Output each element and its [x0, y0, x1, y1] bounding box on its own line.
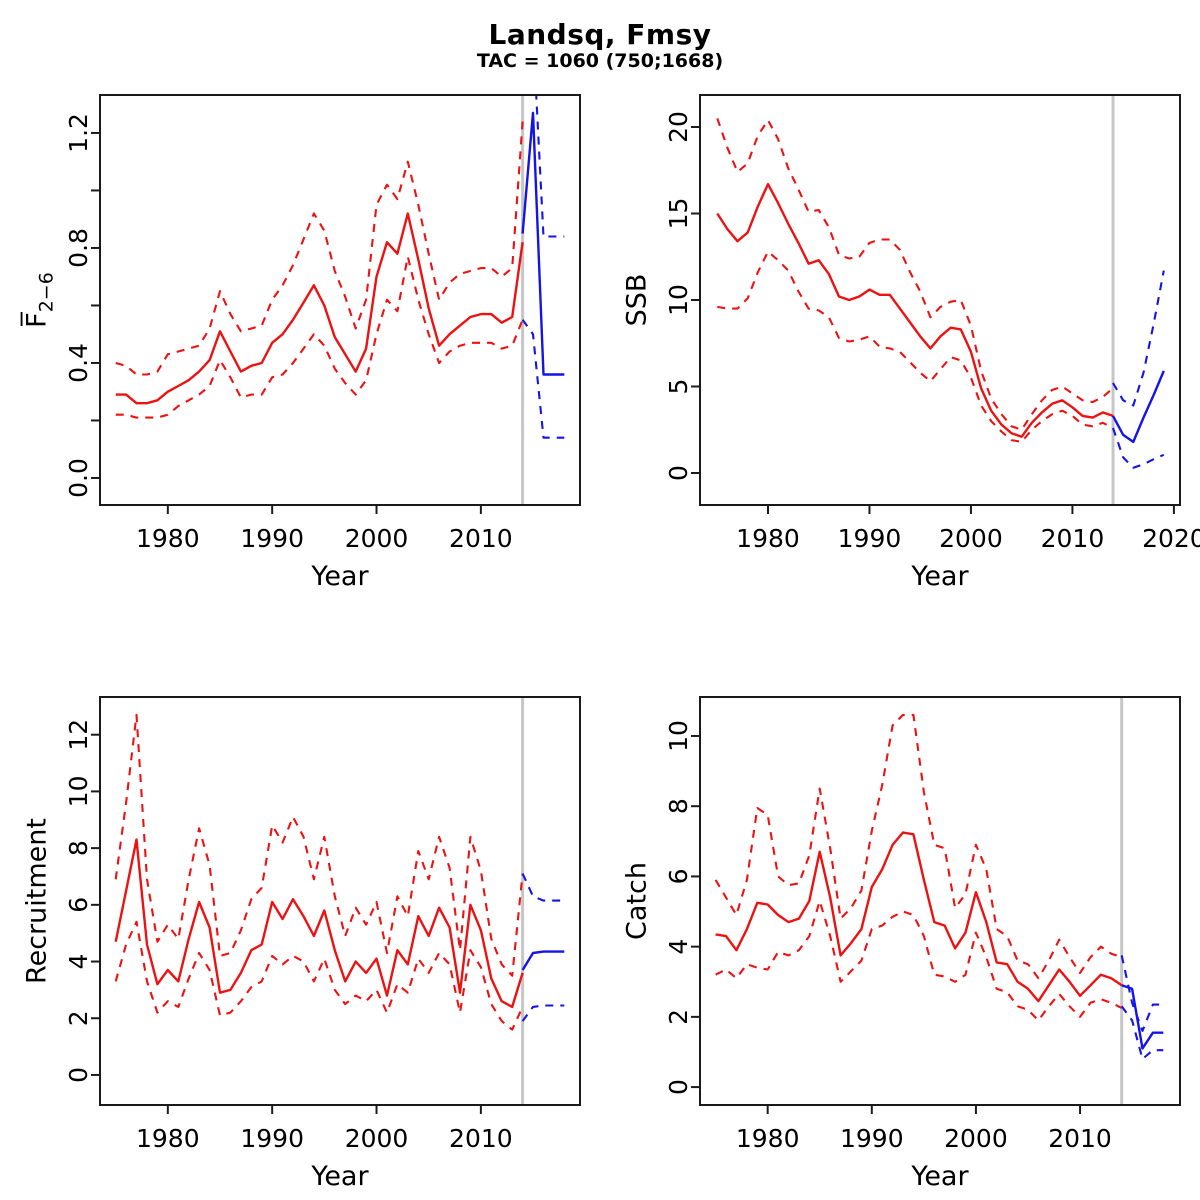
catch-ci-lower-historical [715, 899, 1123, 1022]
catch-x-axis-title: Year [910, 1161, 969, 1192]
ssb-ci-upper-historical [716, 118, 1114, 431]
recruitment-y-tick-label: 6 [64, 897, 93, 913]
recruitment-ci-upper-projection [521, 873, 565, 902]
catch-x-tick-label: 1980 [736, 1124, 800, 1153]
fbar-plot-box [99, 94, 581, 506]
fbar-x-tick-label: 2010 [449, 524, 513, 553]
recruitment-median-projection [521, 950, 565, 971]
catch-y-tick-label: 0 [664, 1079, 693, 1095]
recruitment-y-axis-title: Recruitment [22, 818, 53, 984]
ssb-y-tick-label: 5 [664, 379, 693, 395]
catch-x-tick-label: 2000 [944, 1124, 1008, 1153]
recruitment-y-tick-label: 8 [64, 840, 93, 856]
panel-recruitment: 1980 1990 2000 2010 0 2 4 6 8 10 12 Year Recruitment [22, 696, 581, 1192]
recruitment-x-axis-title: Year [310, 1161, 369, 1192]
fbar-median-historical [115, 212, 524, 405]
catch-ci-upper-historical [714, 713, 1123, 980]
figure-title: Landsq, Fmsy [488, 18, 712, 51]
recruitment-x-tick-label: 2010 [449, 1124, 513, 1153]
ssb-y-tick-label: 15 [664, 198, 693, 230]
recruitment-y-tick-label: 12 [64, 719, 93, 751]
fbar-y-tick-label: 0.4 [64, 343, 93, 383]
recruitment-y-tick-label: 0 [64, 1067, 93, 1083]
ssb-ci-lower-historical [717, 250, 1114, 443]
fbar-y-tick-label: 0.8 [64, 228, 93, 268]
catch-y-tick-label: 2 [664, 1009, 693, 1025]
figure-subtitle: TAC = 1060 (750;1668) [476, 50, 724, 72]
ssb-x-tick-label: 1980 [736, 524, 800, 553]
recruitment-y-tick-label: 2 [64, 1010, 93, 1026]
recruitment-x-tick-label: 2000 [345, 1124, 409, 1153]
catch-plot-box [699, 696, 1181, 1106]
ssb-y-tick-label: 20 [664, 111, 693, 143]
recruitment-x-tick-label: 1990 [240, 1124, 304, 1153]
catch-x-tick-label: 2010 [1048, 1124, 1112, 1153]
fbar-ci-upper-projection [535, 95, 565, 238]
panel-ssb: 1980 1990 2000 2010 2020 0 5 10 15 20 Year SSB [622, 94, 1200, 592]
ssb-ci-upper-projection [1112, 270, 1165, 407]
catch-y-tick-label: 4 [664, 939, 693, 955]
ssb-x-tick-label: 2000 [939, 524, 1003, 553]
catch-y-tick-label: 10 [664, 720, 693, 752]
catch-median-projection [1121, 984, 1164, 1050]
fbar-y-tick-label: 1.2 [64, 113, 93, 153]
recruitment-ci-upper-historical [114, 713, 524, 977]
recruitment-ci-lower-historical [114, 920, 524, 1031]
ssb-plot-box [699, 94, 1181, 506]
ssb-x-tick-label: 2020 [1142, 524, 1200, 553]
ssb-y-tick-label: 0 [664, 465, 693, 481]
fbar-median-projection [521, 111, 565, 376]
recruitment-x-tick-label: 1980 [136, 1124, 200, 1153]
ssb-median-projection [1111, 370, 1165, 444]
fbar-ci-upper-historical [115, 121, 524, 376]
ssb-y-axis-title: SSB [622, 274, 653, 327]
fbar-x-tick-label: 1990 [240, 524, 304, 553]
catch-y-tick-label: 8 [664, 798, 693, 814]
catch-ci-upper-projection [1120, 955, 1164, 1032]
recruitment-y-tick-label: 4 [64, 954, 93, 970]
ssb-y-tick-label: 10 [664, 284, 693, 316]
ssb-x-tick-label: 1990 [838, 524, 902, 553]
fbar-x-tick-label: 2000 [345, 524, 409, 553]
recruitment-plot-box [99, 696, 581, 1106]
panel-fbar: 1980 1990 2000 2010 0.0 0.4 0.8 1.2 Year F̅2−6 [21, 94, 581, 592]
fbar-x-tick-label: 1980 [136, 524, 200, 553]
ssb-ci-lower-projection [1112, 427, 1165, 469]
catch-y-tick-label: 6 [664, 868, 693, 884]
fbar-y-tick-label: 0.0 [64, 458, 93, 498]
recruitment-ci-lower-projection [521, 1004, 565, 1022]
recruitment-median-historical [114, 838, 524, 1009]
fbar-x-axis-title: Year [310, 561, 369, 592]
ssb-x-tick-label: 2010 [1041, 524, 1105, 553]
fbar-ci-lower-projection [521, 319, 565, 439]
fbar-ci-lower-historical [115, 255, 524, 419]
catch-y-axis-title: Catch [622, 862, 653, 940]
recruitment-y-tick-label: 10 [64, 776, 93, 808]
ssb-median-historical [716, 182, 1114, 438]
catch-x-tick-label: 1990 [840, 1124, 904, 1153]
catch-median-historical [715, 831, 1123, 1003]
fbar-y-axis-title: F̅2−6 [21, 272, 58, 328]
ssb-x-axis-title: Year [910, 561, 969, 592]
panel-catch: 1980 1990 2000 2010 0 2 4 6 8 10 Year Catch [622, 696, 1181, 1192]
